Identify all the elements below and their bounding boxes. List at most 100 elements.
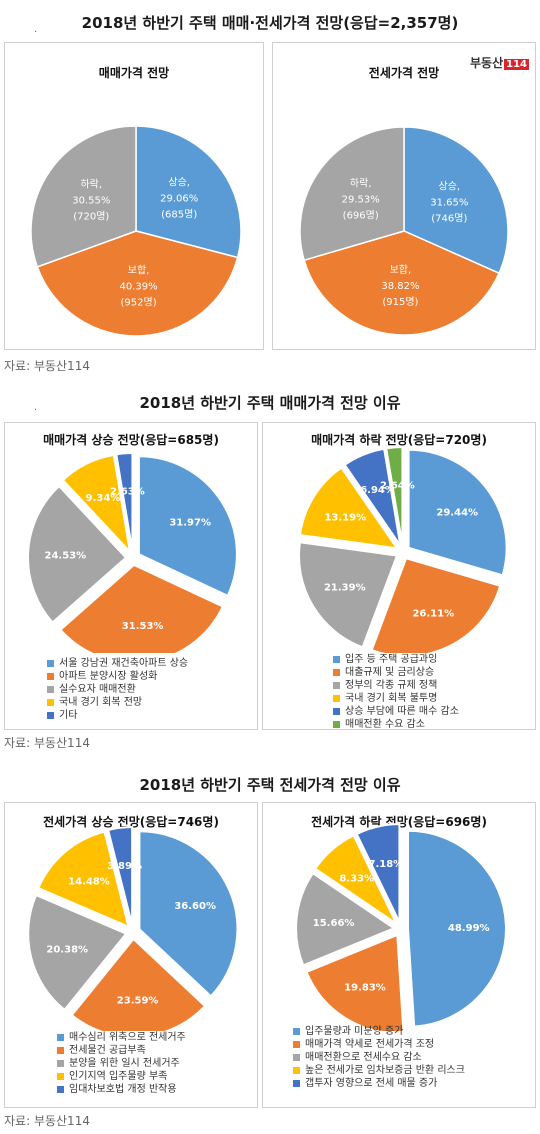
legend-swatch xyxy=(293,1041,300,1048)
legend-item: 국내 경기 회복 불투명 xyxy=(333,692,459,705)
legend-swatch xyxy=(57,1086,64,1093)
pie-slice xyxy=(61,453,132,555)
legend-label: 매수심리 위축으로 전세거주 xyxy=(69,1032,186,1043)
data-label: 13.19% xyxy=(324,512,366,523)
legend-label: 인기지역 입주물량 부족 xyxy=(69,1071,168,1082)
legend-swatch xyxy=(333,721,340,728)
pie-chart-jeonse-rise-reasons: 36.60% 23.59% 20.38% 14.48% 3.89% xyxy=(27,826,239,1031)
data-label: 15.66% xyxy=(313,918,355,929)
legend-swatch xyxy=(47,699,54,706)
data-label: 31.65% xyxy=(430,198,468,209)
data-label: 29.06% xyxy=(160,194,198,205)
legend-swatch xyxy=(47,660,54,667)
legend-swatch xyxy=(333,682,340,689)
legend-label: 입주 등 주택 공급과잉 xyxy=(345,654,438,665)
pie-slice xyxy=(370,557,502,653)
section-bullet: . xyxy=(34,24,38,35)
legend-item: 매매가격 약세로 전세가격 조정 xyxy=(293,1038,465,1051)
section-title-3: 2018년 하반기 주택 전세가격 전망 이유 xyxy=(139,776,401,794)
pie-slice xyxy=(298,541,399,649)
pie-slice xyxy=(36,230,239,337)
pie-slice xyxy=(343,447,402,547)
pie-slice xyxy=(135,125,242,259)
pie-chart-jeonse-fall-reasons: 48.99% 19.83% 15.66% 8.33% 7.18% xyxy=(295,823,507,1031)
chart-panel-jeonse-fall-reasons: 전세가격 하락 전망(응답=696명) 48.99% 19.83% 15.66% 8.… xyxy=(262,802,536,1108)
data-label: 48.99% xyxy=(448,923,490,934)
section-bullet: . xyxy=(34,402,38,413)
source-note: 자료: 부동산114 xyxy=(4,359,90,373)
pie-slice xyxy=(295,871,397,967)
legend-swatch xyxy=(333,656,340,663)
data-label: 보합, xyxy=(128,265,150,277)
chart-panel-sale-outlook: 매매가격 전망 상승, 29.06% (685명) 보합, 40.39% (952명) 하락… xyxy=(4,42,264,350)
legend-label: 매매전환으로 전세수요 감소 xyxy=(305,1052,422,1063)
pie-chart-sale-rise-reasons: 31.97% 31.53% 24.53% 9.34%2.63% xyxy=(27,452,238,653)
data-label: 2.64% xyxy=(380,480,415,491)
data-label: 31.53% xyxy=(122,621,164,632)
legend-item: 임대차보호법 개정 반작용 xyxy=(57,1083,186,1096)
legend-label: 입주물량과 미분양 증가 xyxy=(305,1026,404,1037)
chart-panel-jeonse-outlook: 전세가격 전망 부동산 114 상승, 31.65% (746명) 보합, 38.82% (… xyxy=(272,42,536,350)
data-label: 9.34% xyxy=(86,493,121,504)
chart-title: 매매가격 상승 전망(응답=685명) xyxy=(43,433,219,447)
data-label: 하락, xyxy=(80,178,102,191)
legend-item: 서울 강남권 재건축아파트 상승 xyxy=(47,657,188,670)
data-label: 14.48% xyxy=(68,876,110,887)
legend-label: 기타 xyxy=(59,710,78,721)
data-label: 6.94% xyxy=(360,485,395,496)
data-label: 36.60% xyxy=(174,901,216,912)
pie-chart-sale-outlook: 상승, 29.06% (685명) 보합, 40.39% (952명) 하락, 30.55% (… xyxy=(30,125,242,337)
legend-label: 전세물건 공급부족 xyxy=(69,1045,146,1056)
data-label: 하락, xyxy=(350,177,372,190)
legend-item: 인기지역 입주물량 부족 xyxy=(57,1070,186,1083)
data-label: 24.53% xyxy=(44,551,86,562)
data-label: (720명) xyxy=(73,211,109,223)
chart-title: 전세가격 하락 전망(응답=696명) xyxy=(311,815,487,829)
chart-title: 전세가격 전망 xyxy=(368,66,440,80)
pie-slice xyxy=(137,455,238,598)
legend-item: 아파트 분양시장 활성화 xyxy=(47,670,188,683)
data-label: 21.39% xyxy=(324,583,366,594)
data-label: 30.55% xyxy=(72,196,110,207)
pie-slice xyxy=(106,826,134,926)
legend-item: 매매전환 수요 감소 xyxy=(333,718,459,731)
data-label: 40.39% xyxy=(119,282,157,293)
legend-swatch xyxy=(333,695,340,702)
pie-slice xyxy=(70,937,207,1031)
pie-slice xyxy=(385,446,404,546)
source-note: 자료: 부동산114 xyxy=(4,1114,90,1128)
data-label: 3.89% xyxy=(107,861,142,872)
pie-slice xyxy=(406,829,507,1028)
legend-swatch xyxy=(333,669,340,676)
data-label: (952명) xyxy=(121,297,157,309)
legend-item: 입주물량과 미분양 증가 xyxy=(293,1025,465,1038)
legend-item: 대출규제 및 금리상승 xyxy=(333,666,459,679)
legend-item: 매매전환으로 전세수요 감소 xyxy=(293,1051,465,1064)
legend-label: 정부의 각종 규제 정책 xyxy=(345,680,438,691)
legend-swatch xyxy=(47,686,54,693)
pie-slice xyxy=(407,448,508,577)
chart-panel-sale-fall-reasons: 매매가격 하락 전망(응답=720명) 29.44% 26.11% 21.39% 13… xyxy=(262,422,536,730)
pie-chart-sale-fall-reasons: 29.44% 26.11% 21.39% 13.19% 6.94%2.64% xyxy=(298,446,508,653)
pie-slice xyxy=(305,933,405,1031)
data-label: 23.59% xyxy=(117,996,159,1007)
legend-item: 매수심리 위축으로 전세거주 xyxy=(57,1031,186,1044)
pie-slice xyxy=(138,830,239,998)
legend-item: 실수요자 매매전환 xyxy=(47,683,188,696)
legend-item: 분양을 위한 일시 전세거주 xyxy=(57,1057,186,1070)
legend-item: 갭투자 영향으로 전세 매물 증가 xyxy=(293,1077,465,1090)
legend-swatch xyxy=(293,1054,300,1061)
data-label: (915명) xyxy=(382,296,418,308)
legend-item: 높은 전세가로 임차보증금 반환 리스크 xyxy=(293,1064,465,1077)
chart-panel-sale-rise-reasons: 매매가격 상승 전망(응답=685명) 31.97% 31.53% 24.53% 9.… xyxy=(4,422,258,730)
logo-text: 부동산 xyxy=(470,56,504,70)
legend-item: 국내 경기 회복 전망 xyxy=(47,696,188,709)
pie-slice xyxy=(299,126,405,262)
data-label: 보합, xyxy=(390,264,412,276)
data-label: 8.33% xyxy=(339,874,374,885)
data-label: 31.97% xyxy=(169,518,211,529)
chart-panel-jeonse-rise-reasons: 전세가격 상승 전망(응답=746명) 36.60% 23.59% 20.38% 14… xyxy=(4,802,258,1108)
legend-swatch xyxy=(47,712,54,719)
data-label: (685명) xyxy=(161,209,197,221)
legend-label: 높은 전세가로 임차보증금 반환 리스크 xyxy=(305,1065,465,1076)
